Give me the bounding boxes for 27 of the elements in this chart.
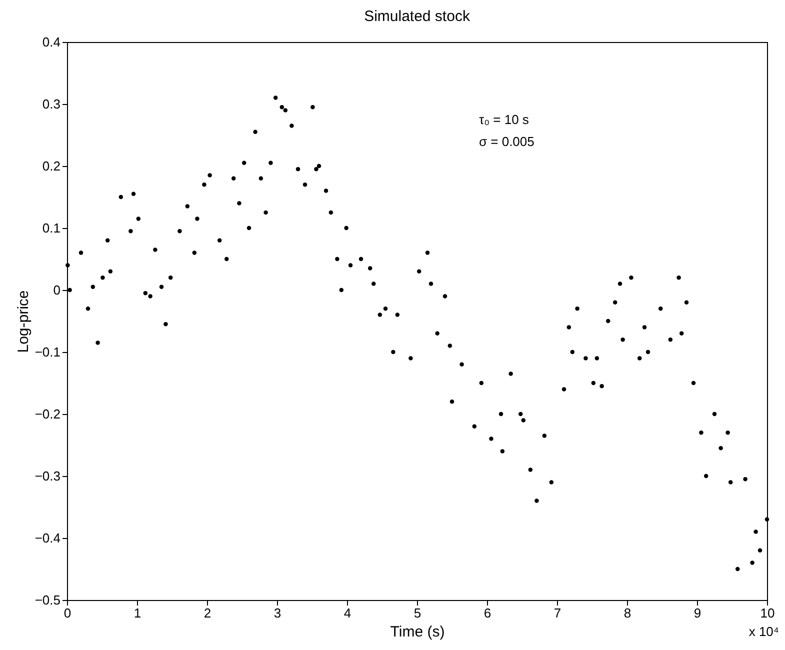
y-tick-label: −0.2 bbox=[34, 406, 60, 422]
x-tick-label: 9 bbox=[694, 606, 702, 620]
y-tick-label: −0.4 bbox=[34, 530, 60, 546]
y-axis-title: Log-price bbox=[14, 290, 32, 353]
x-tick-label: 8 bbox=[624, 606, 632, 620]
annotation: σ = 0.005 bbox=[479, 134, 534, 149]
y-tick-label: 0.2 bbox=[42, 158, 60, 174]
y-tick-label: 0.1 bbox=[42, 220, 60, 236]
x-tick-label: 1 bbox=[134, 606, 142, 620]
x-axis-title: Time (s) bbox=[390, 624, 445, 640]
y-tick-label: −0.3 bbox=[34, 468, 60, 484]
x-tick-label: 4 bbox=[344, 606, 352, 620]
y-tick-label: 0 bbox=[53, 282, 60, 298]
x-tick-label: 2 bbox=[204, 606, 212, 620]
chart-title: Simulated stock bbox=[364, 8, 470, 25]
y-tick-label: 0.4 bbox=[42, 34, 60, 50]
x-tick-label: 6 bbox=[484, 606, 492, 620]
x-tick-label: 10 bbox=[760, 606, 775, 620]
y-tick-label: −0.5 bbox=[34, 592, 60, 608]
x-tick-label: 3 bbox=[274, 606, 282, 620]
annotation: τ₀ = 10 s bbox=[479, 112, 530, 127]
text: x 10⁴ bbox=[748, 624, 779, 639]
x-tick-label: 7 bbox=[554, 606, 562, 620]
y-tick-label: 0.3 bbox=[42, 96, 60, 112]
x-tick-label: 0 bbox=[64, 606, 72, 620]
y-tick-label: −0.1 bbox=[34, 344, 60, 360]
x-tick-label: 5 bbox=[414, 606, 422, 620]
